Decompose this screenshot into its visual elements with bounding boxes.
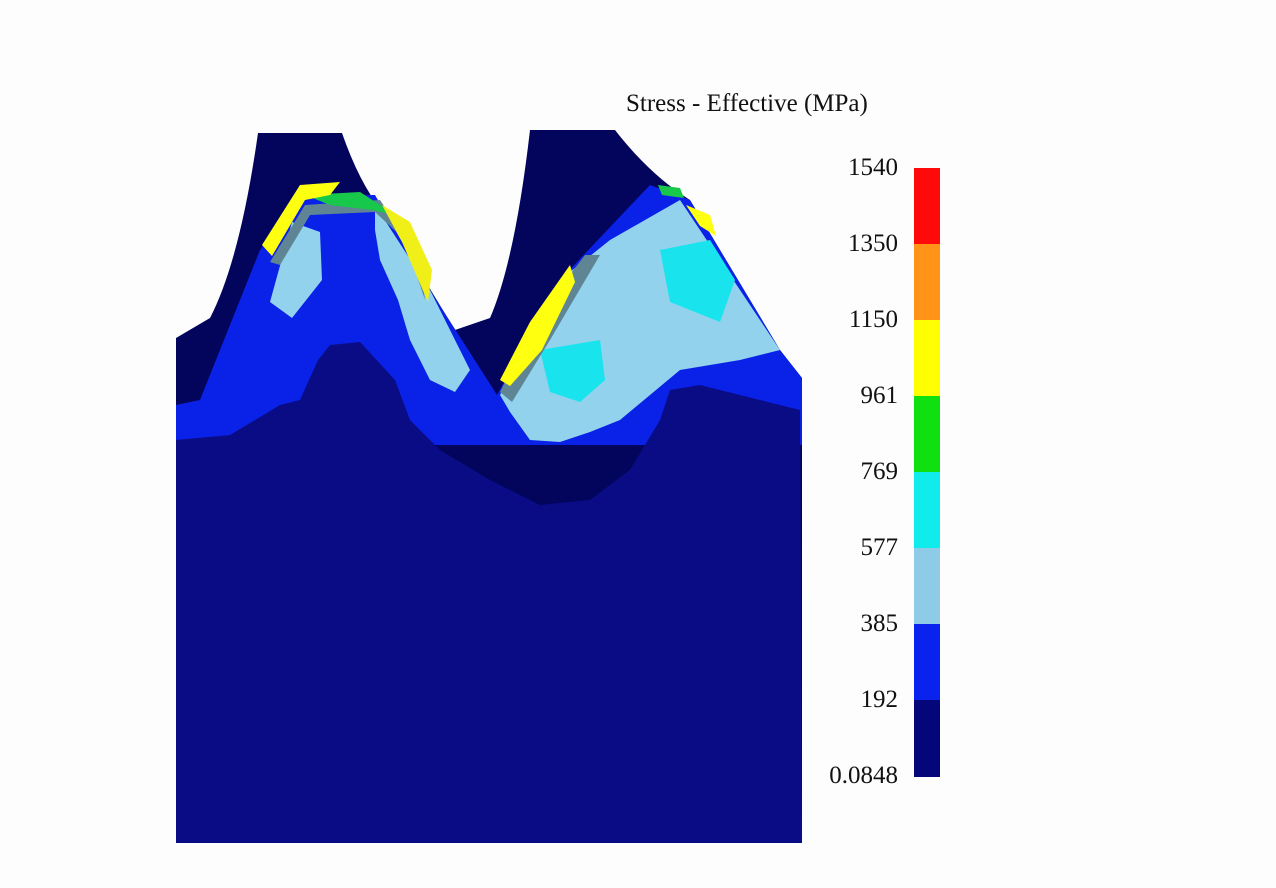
stress-region-961-1150 — [262, 182, 340, 256]
colorbar-tick-label: 192 — [860, 686, 899, 713]
colorbar-tick-label: 1150 — [848, 306, 898, 333]
colorbar-tick-label: 1540 — [848, 154, 898, 181]
stress-region-577-769 — [660, 240, 735, 322]
stress-region-961-1150 — [686, 205, 716, 236]
colorbar-tick-label: 577 — [860, 534, 899, 561]
colorbar-band — [914, 472, 940, 549]
colorbar-band — [914, 700, 940, 777]
stress-region-0-192 — [176, 342, 802, 843]
colorbar-tick-label: 1350 — [848, 230, 898, 257]
colorbar-title: Stress - Effective (MPa) — [626, 90, 868, 117]
colorbar-band — [914, 624, 940, 701]
colorbar-tick-label: 769 — [860, 458, 899, 485]
colorbar-tick-label: 385 — [860, 610, 899, 637]
colorbar-tick-label: 961 — [860, 382, 899, 409]
colorbar-band — [914, 320, 940, 397]
stress-region-769-961 — [658, 185, 684, 198]
stress-region-385-577 — [270, 222, 322, 318]
colorbar-band — [914, 244, 940, 321]
stress-region-577-769 — [540, 340, 605, 402]
colorbar-band — [914, 396, 940, 473]
colorbar-tick-label: 0.0848 — [829, 762, 898, 789]
colorbar-band — [914, 548, 940, 625]
stress-region-769-961 — [305, 192, 395, 215]
stress-region-961-1150 — [500, 265, 575, 386]
colorbar — [914, 168, 940, 777]
colorbar-band — [914, 168, 940, 245]
stress-region-385-577 — [375, 205, 470, 392]
stress-region-961-1150 — [382, 205, 432, 302]
